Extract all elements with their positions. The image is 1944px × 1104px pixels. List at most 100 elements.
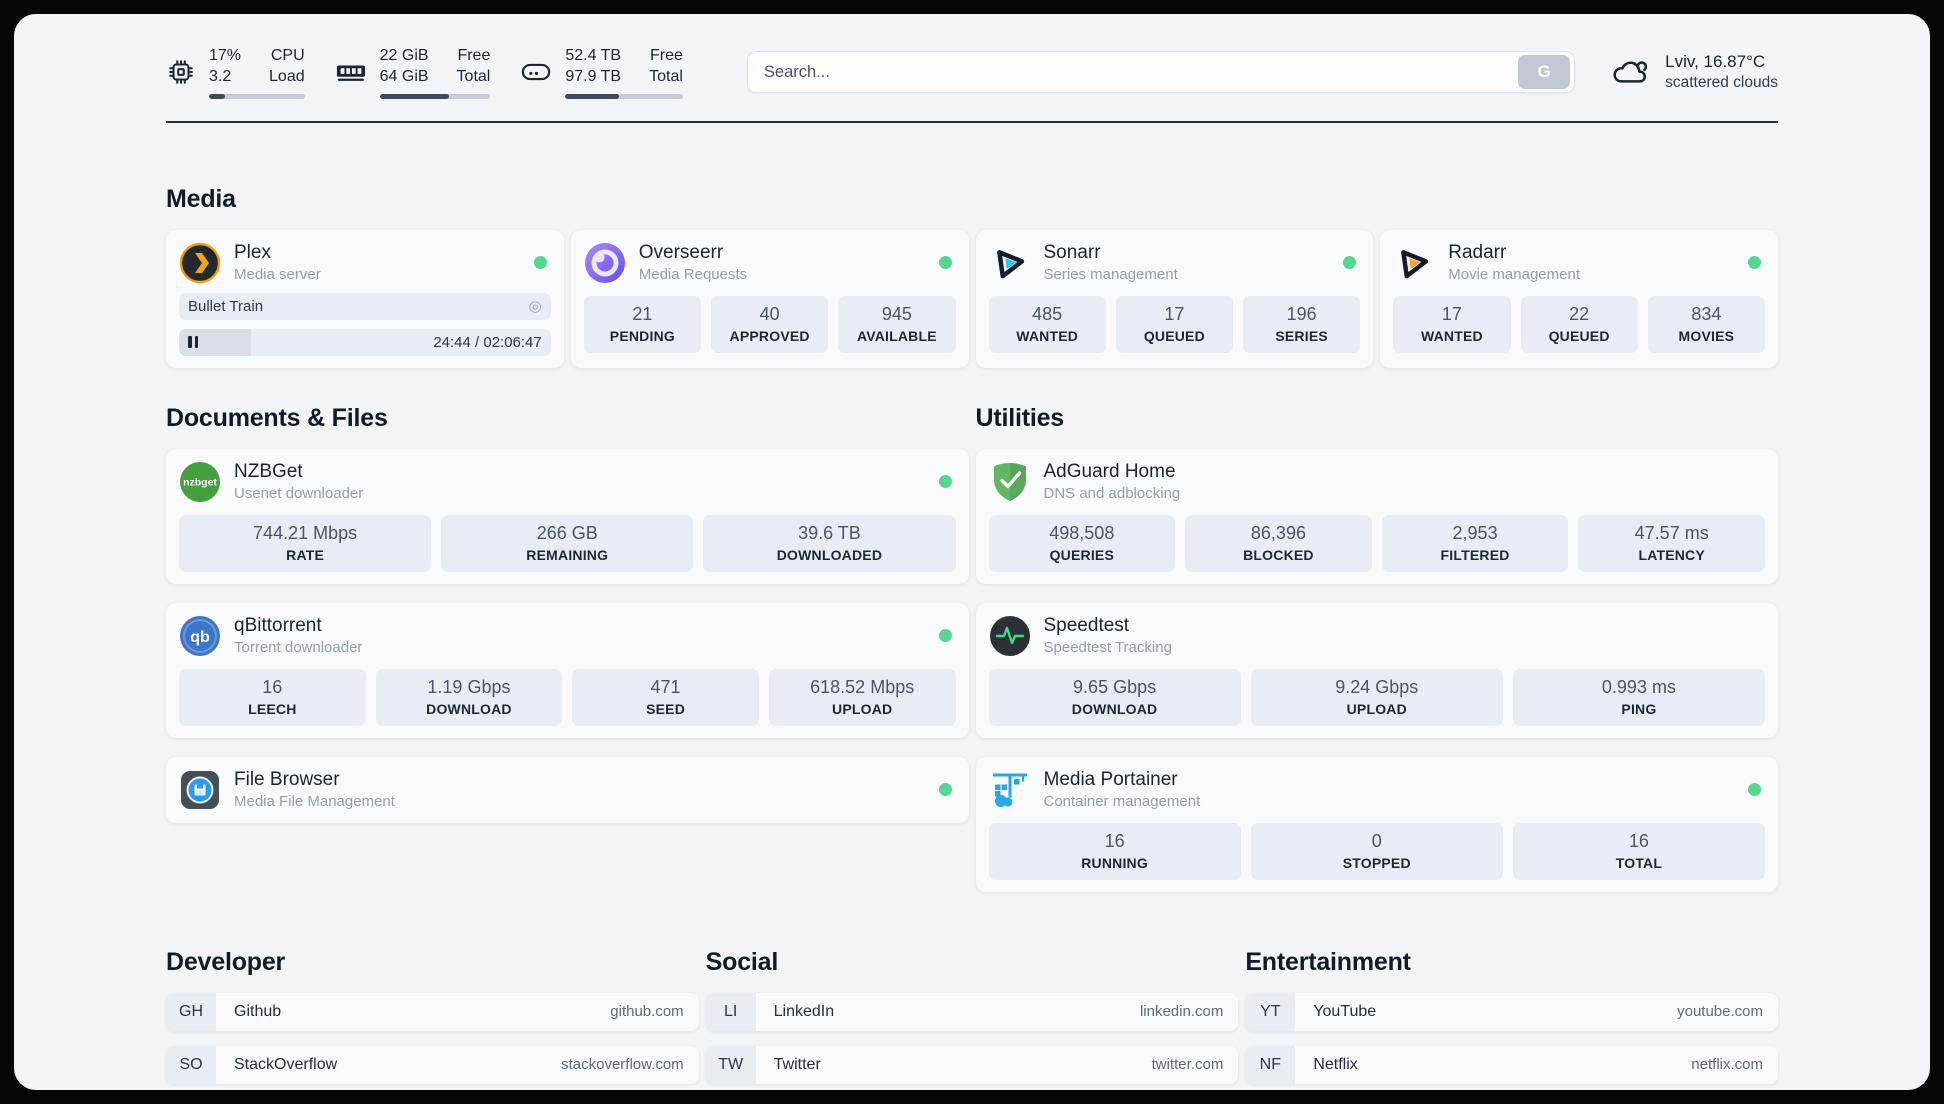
app-name: Plex — [234, 242, 271, 264]
stat-upload: 618.52 Mbps UPLOAD — [768, 668, 956, 726]
search-engine-button[interactable]: G — [1518, 55, 1571, 90]
cpu-load-label: Load — [269, 67, 305, 85]
disk-total-value: 97.9 TB — [565, 67, 622, 85]
session-icon[interactable]: ◎ — [528, 297, 542, 315]
stat-approved: 40 APPROVED — [711, 295, 829, 353]
stat-rate: 744.21 Mbps RATE — [179, 514, 432, 572]
app-name: Sonarr — [1043, 242, 1101, 264]
search-input[interactable] — [763, 62, 1519, 82]
stat-remaining: 266 GB REMAINING — [441, 514, 694, 572]
svg-text:nzbget: nzbget — [183, 476, 217, 488]
status-online-dot — [938, 629, 952, 643]
ram-total-label: Total — [456, 67, 491, 85]
app-card-adguard[interactable]: AdGuard Home DNS and adblocking 498,508 Q… — [975, 448, 1778, 584]
stat-pending: 21 PENDING — [583, 295, 701, 353]
app-name: AdGuard Home — [1043, 461, 1176, 483]
link-abbr: YT — [1245, 992, 1296, 1031]
disk-free-value: 52.4 TB — [565, 47, 622, 64]
stat-filtered: 2,953 FILTERED — [1381, 514, 1569, 572]
link-stackoverflow[interactable]: SO StackOverflow stackoverflow.com — [166, 1045, 699, 1084]
weather-location: Lviv, 16.87°C — [1665, 52, 1766, 72]
stat-downloaded: 39.6 TB DOWNLOADED — [703, 514, 956, 572]
search-bar[interactable]: G — [746, 51, 1576, 94]
portainer-icon — [992, 773, 1027, 807]
svg-text:qb: qb — [190, 629, 210, 646]
disk-total-label: Total — [649, 67, 683, 85]
app-card-overseerr[interactable]: Overseerr Media Requests 21 PENDING 40 APP… — [570, 229, 969, 368]
app-name: Media Portainer — [1043, 769, 1178, 791]
link-youtube[interactable]: YT YouTube youtube.com — [1245, 992, 1778, 1031]
stat-download: 9.65 Gbps DOWNLOAD — [988, 668, 1241, 726]
app-subtitle: Speedtest Tracking — [1043, 639, 1172, 657]
link-linkedin[interactable]: LI LinkedIn linkedin.com — [705, 992, 1239, 1031]
link-url: netflix.com — [1691, 1056, 1763, 1074]
app-subtitle: Media File Management — [234, 793, 395, 811]
links-column-entertainment: Entertainment YT YouTube youtube.com NF … — [1245, 948, 1778, 1090]
cpu-progressbar — [209, 93, 305, 99]
stat-running: 16 RUNNING — [988, 822, 1241, 880]
app-card-plex[interactable]: Plex Media server Bullet Train ◎ 24:44 /… — [166, 229, 564, 368]
disk-free-label: Free — [649, 47, 683, 64]
app-card-speedtest[interactable]: Speedtest Speedtest Tracking 9.65 Gbps DO… — [975, 602, 1778, 738]
stat-ping: 0.993 ms PING — [1512, 668, 1766, 726]
nzbget-icon: nzbget — [180, 461, 220, 502]
cloud-icon — [1613, 61, 1648, 83]
ram-progressbar — [379, 93, 491, 99]
link-name: Netflix — [1313, 1055, 1358, 1073]
disk-progressbar — [565, 93, 683, 99]
app-name: Overseerr — [638, 242, 724, 264]
stat-movies: 834 MOVIES — [1647, 295, 1765, 353]
link-abbr: LI — [705, 992, 756, 1031]
link-url: twitter.com — [1151, 1056, 1224, 1074]
stat-queries: 498,508 QUERIES — [988, 514, 1176, 572]
app-card-nzbget[interactable]: nzbget NZBGet Usenet downloader 744.21 M… — [166, 448, 969, 584]
pause-button[interactable] — [188, 336, 198, 349]
link-github[interactable]: GH Github github.com — [166, 992, 699, 1031]
status-online-dot — [938, 256, 952, 270]
app-name: Speedtest — [1043, 615, 1130, 637]
ram-icon — [336, 65, 365, 82]
stat-seed: 471 SEED — [572, 668, 759, 726]
link-abbr: GH — [166, 992, 216, 1031]
link-netflix[interactable]: NF Netflix netflix.com — [1245, 1045, 1778, 1084]
cpu-usage-widget: 17% 3.2 CPU Load — [166, 46, 305, 99]
header: 17% 3.2 CPU Load 22 GiB 64 GiB — [166, 46, 1778, 99]
documents-column: Documents & Files nzbget NZBGet Usenet d… — [166, 404, 969, 892]
stat-download: 1.19 Gbps DOWNLOAD — [375, 668, 563, 726]
links-column-social: Social LI LinkedIn linkedin.com TW Twitt… — [705, 948, 1239, 1084]
app-card-radarr[interactable]: Radarr Movie management 17 WANTED 22 QUEUE… — [1380, 229, 1778, 368]
adguard-icon — [993, 462, 1026, 501]
link-abbr: SO — [166, 1045, 216, 1084]
app-subtitle: Media Requests — [638, 266, 748, 284]
header-divider — [166, 120, 1778, 123]
app-name: NZBGet — [234, 461, 303, 483]
weather-condition: scattered clouds — [1665, 74, 1778, 92]
ram-free-value: 22 GiB — [379, 47, 429, 64]
filebrowser-icon — [181, 770, 219, 809]
stat-upload: 9.24 Gbps UPLOAD — [1250, 668, 1503, 726]
link-name: YouTube — [1313, 1002, 1377, 1020]
playback-progress-row: 24:44 / 02:06:47 — [179, 328, 551, 356]
app-card-portainer[interactable]: Media Portainer Container management 16 R… — [975, 756, 1778, 892]
app-card-sonarr[interactable]: Sonarr Series management 485 WANTED 17 QUE… — [975, 229, 1374, 368]
link-abbr: TW — [705, 1045, 756, 1084]
memory-usage-widget: 22 GiB 64 GiB Free Total — [335, 46, 491, 99]
section-title-media: Media — [166, 184, 236, 213]
link-twitter[interactable]: TW Twitter twitter.com — [705, 1045, 1239, 1084]
stat-wanted: 485 WANTED — [988, 295, 1106, 353]
app-card-filebrowser[interactable]: File Browser Media File Management — [166, 756, 969, 823]
plex-icon — [179, 242, 221, 283]
disk-icon — [522, 64, 551, 81]
playback-time: 24:44 / 02:06:47 — [433, 333, 542, 351]
link-url: stackoverflow.com — [561, 1056, 684, 1074]
stat-blocked: 86,396 BLOCKED — [1185, 514, 1372, 572]
now-playing-title: Bullet Train — [188, 297, 264, 315]
dashboard-page: 17% 3.2 CPU Load 22 GiB 64 GiB — [14, 14, 1930, 1090]
disk-usage-widget: 52.4 TB 97.9 TB Free Total — [520, 46, 683, 99]
app-name: qBittorrent — [234, 615, 322, 637]
link-abbr: NF — [1245, 1045, 1296, 1084]
app-subtitle: Usenet downloader — [234, 485, 364, 503]
app-subtitle: Media server — [234, 266, 321, 284]
section-title-documents: Documents & Files — [166, 403, 388, 432]
app-card-qbittorrent[interactable]: qb qBittorrent Torrent downloader 16 LEEC… — [166, 602, 969, 738]
